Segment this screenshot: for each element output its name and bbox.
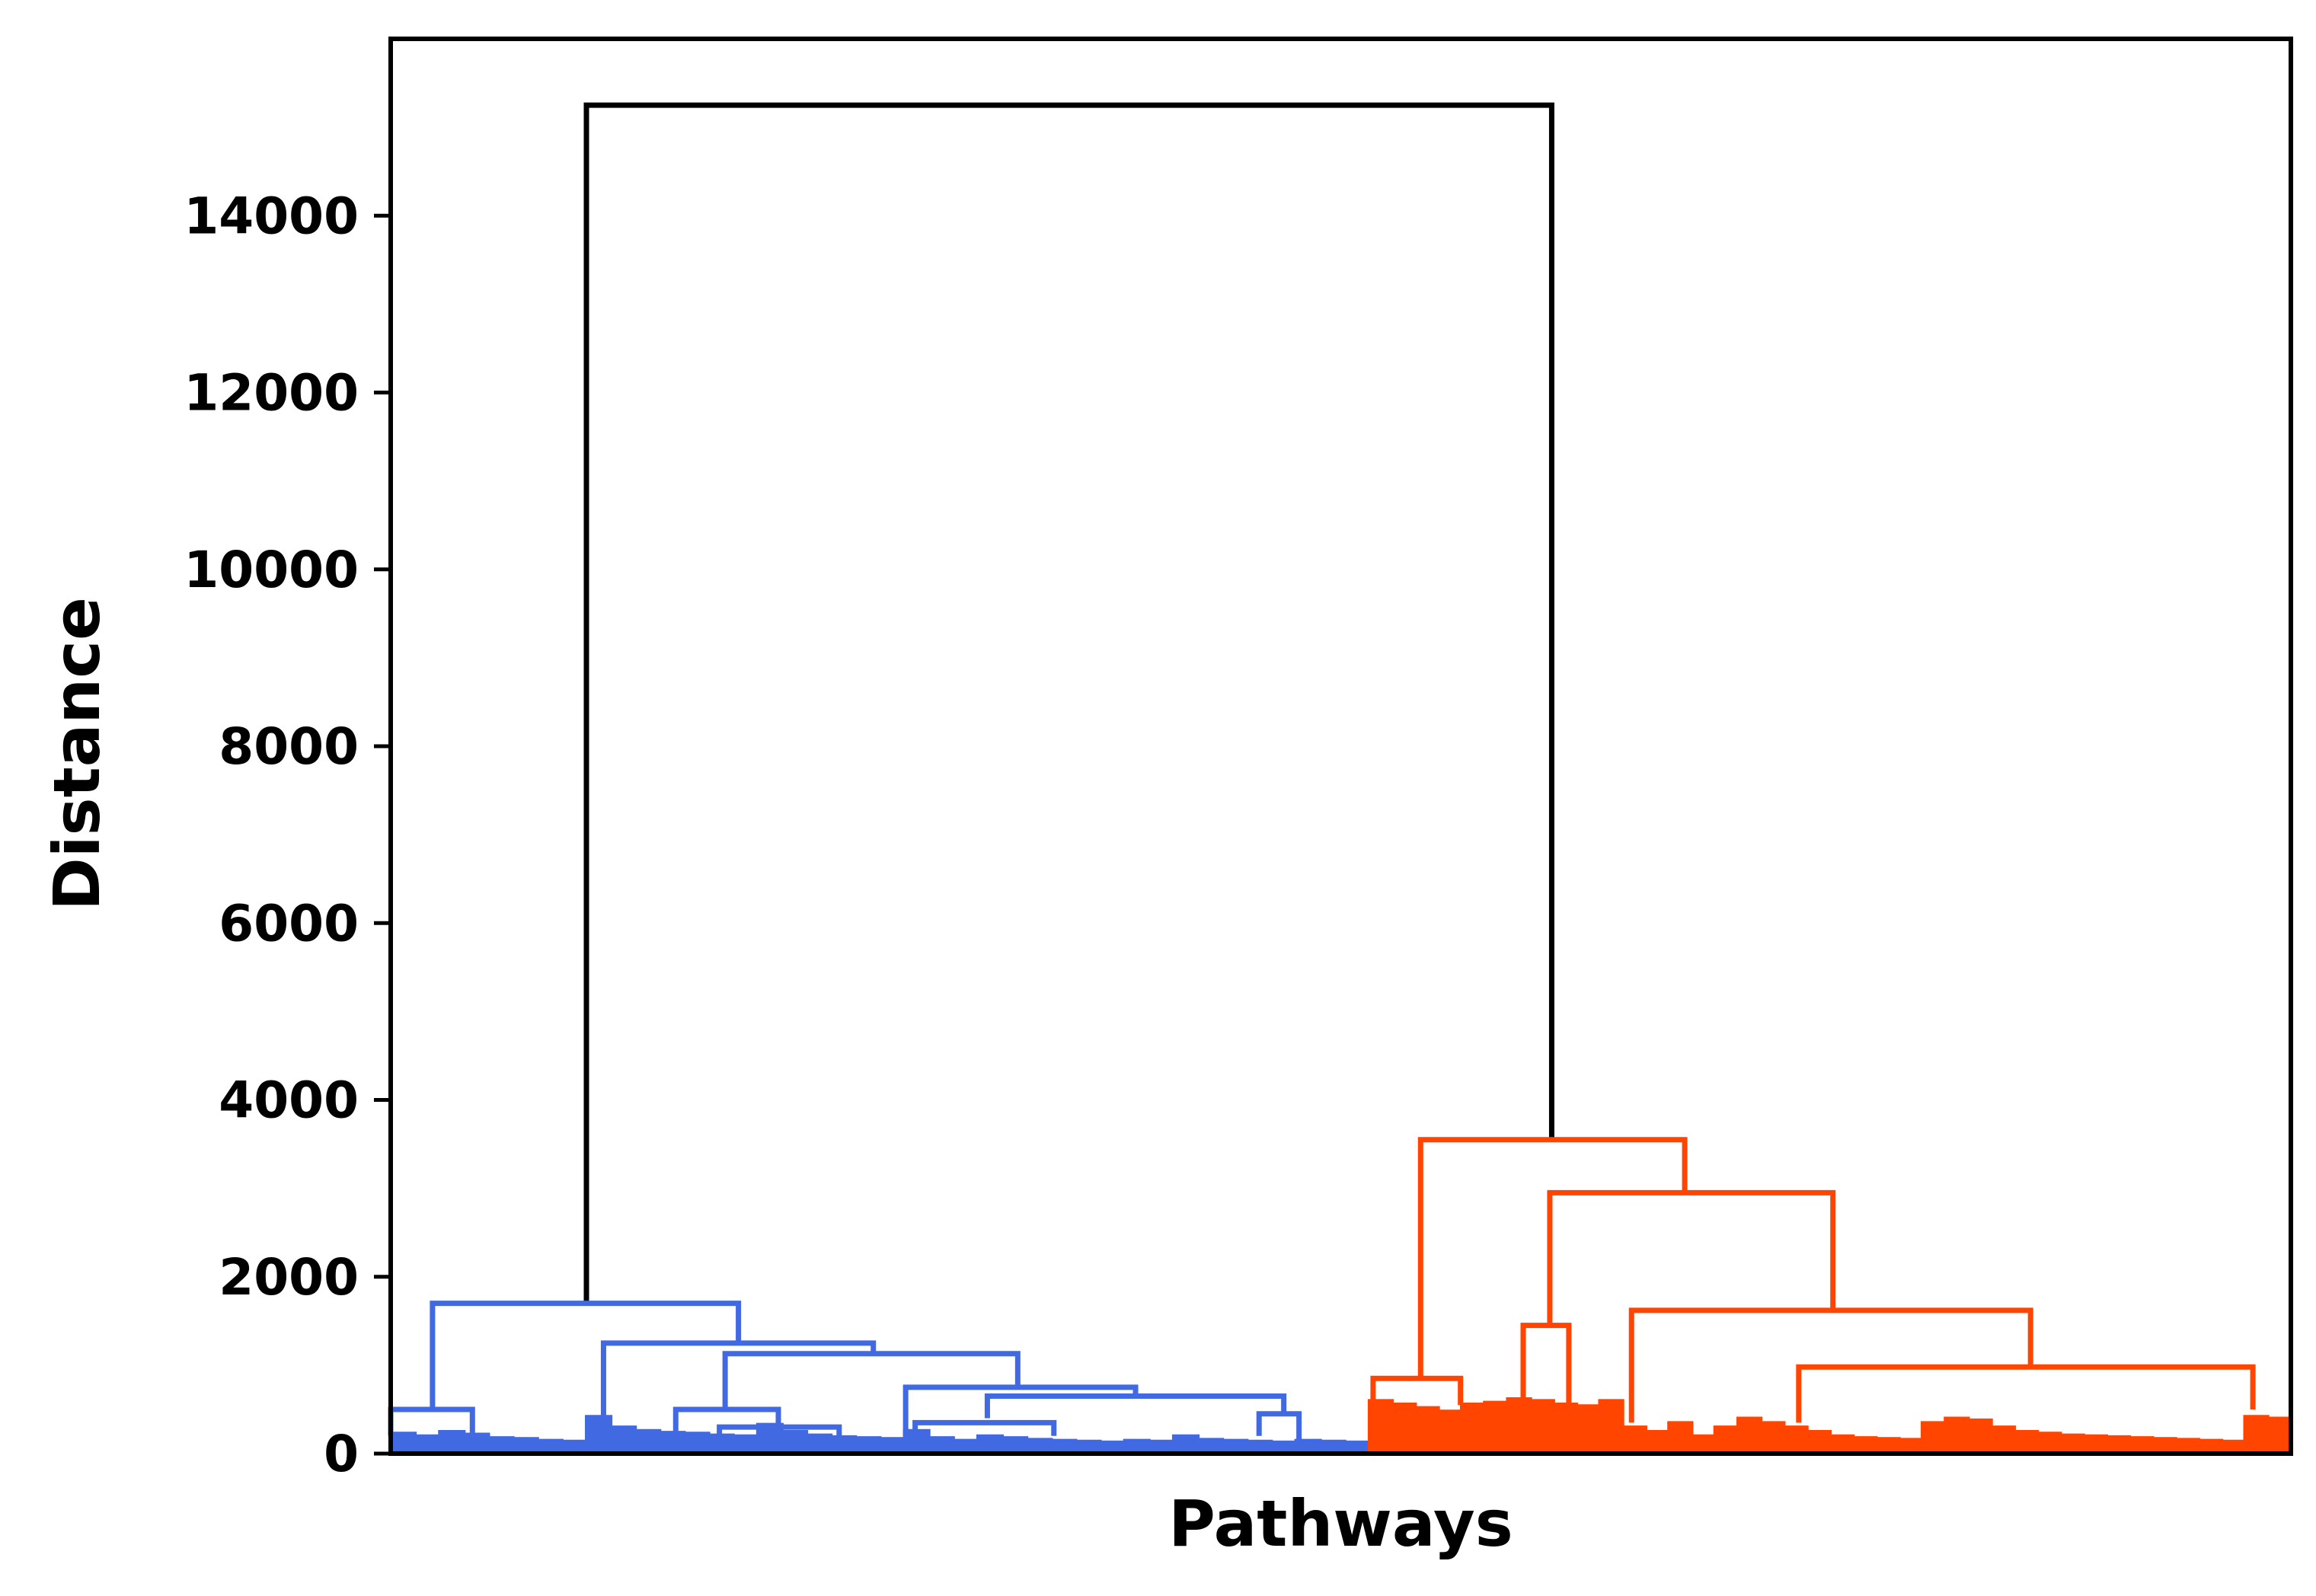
dendrogram-link-1 <box>583 102 1554 1304</box>
dendrogram-link-17 <box>1796 1364 2256 1423</box>
dendrogram-links <box>388 102 2256 1444</box>
y-axis-label: Distance <box>40 597 114 911</box>
dendrogram-link-15 <box>1520 1323 1572 1428</box>
axes <box>388 37 2293 1456</box>
y-tick-label: 12000 <box>184 364 359 423</box>
plot-frame <box>388 37 2293 1456</box>
leaf-mass-1 <box>389 1415 1371 1455</box>
dendrogram-link-13 <box>1370 1375 1464 1406</box>
y-axis-ticks: 0 2000 4000 6000 8000 10000 12000 14000 <box>184 187 391 1483</box>
y-tick-label: 14000 <box>184 187 359 245</box>
y-tick-label: 0 <box>324 1425 359 1483</box>
y-tick-label: 2000 <box>219 1248 359 1307</box>
y-tick-label: 6000 <box>219 894 359 953</box>
x-axis-label: Pathways <box>1168 1486 1513 1561</box>
dendrogram-link-12 <box>1417 1137 1688 1379</box>
leaf-mass-2 <box>1367 1397 2292 1455</box>
y-tick-label: 10000 <box>184 541 359 599</box>
dendrogram-link-4 <box>600 1340 877 1428</box>
dendrogram-link-11 <box>1256 1411 1302 1441</box>
dendrogram-link-10 <box>912 1419 1057 1436</box>
dendrogram-link-2 <box>430 1301 742 1409</box>
dendrogram-link-6 <box>672 1406 781 1432</box>
y-tick-label: 4000 <box>219 1071 359 1130</box>
dendrogram-link-16 <box>1628 1307 2033 1423</box>
dendrogram-link-9 <box>984 1393 1287 1419</box>
dendrogram-link-14 <box>1547 1189 1836 1326</box>
y-tick-label: 8000 <box>219 717 359 776</box>
leaf-masses <box>389 1397 2292 1455</box>
dendrogram-link-8 <box>902 1384 1139 1436</box>
dendrogram-link-5 <box>722 1351 1021 1409</box>
dendrogram-link-7 <box>717 1424 842 1441</box>
